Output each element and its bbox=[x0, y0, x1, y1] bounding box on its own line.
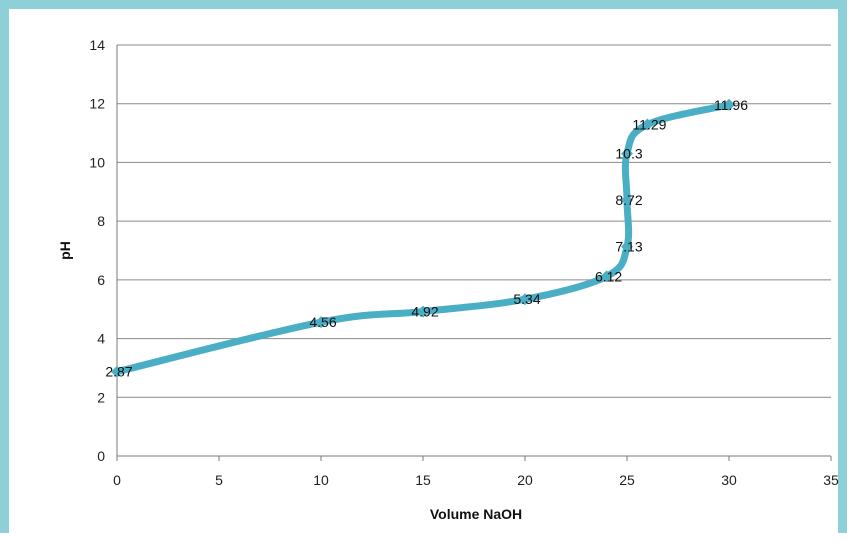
y-tick-label: 10 bbox=[89, 154, 105, 170]
data-label: 10.3 bbox=[615, 146, 642, 162]
chart: 0 2 4 6 8 10 12 14 0 5 10 15 20 25 30 35 2.87 4.56 4.92 5.… bbox=[57, 37, 839, 522]
data-point-marker bbox=[621, 194, 633, 207]
x-tick-label: 25 bbox=[619, 472, 635, 488]
data-label: 6.12 bbox=[595, 268, 622, 284]
data-label: 4.56 bbox=[309, 314, 336, 330]
data-label: 4.92 bbox=[411, 304, 438, 320]
data-point-marker bbox=[621, 240, 633, 253]
data-label: 11.29 bbox=[632, 117, 666, 133]
x-axis-label: Volume NaOH bbox=[430, 506, 522, 522]
x-tick-label: 0 bbox=[113, 472, 121, 488]
y-tick-label: 12 bbox=[89, 96, 105, 112]
data-labels: 2.87 4.56 4.92 5.34 6.12 7.13 8.72 10.3 11.29 11.… bbox=[105, 97, 748, 380]
data-label: 7.13 bbox=[615, 239, 642, 255]
y-tick-label: 6 bbox=[97, 272, 105, 288]
y-tick-label: 4 bbox=[97, 331, 105, 347]
data-label: 11.96 bbox=[714, 97, 748, 113]
y-tick-label: 0 bbox=[97, 448, 105, 464]
data-point-marker bbox=[621, 147, 633, 160]
y-axis-label: pH bbox=[57, 241, 73, 260]
data-point-marker bbox=[723, 98, 735, 111]
y-tick-label: 14 bbox=[89, 37, 105, 53]
x-tick-label: 15 bbox=[415, 472, 431, 488]
tick-labels: 0 2 4 6 8 10 12 14 0 5 10 15 20 25 30 35 bbox=[89, 37, 839, 488]
y-tick-label: 2 bbox=[97, 389, 105, 405]
data-point-marker bbox=[417, 305, 429, 318]
data-point-marker bbox=[519, 293, 531, 306]
data-label: 8.72 bbox=[615, 192, 642, 208]
data-point-marker bbox=[641, 118, 654, 131]
data-point-marker bbox=[315, 316, 327, 329]
x-tick-label: 35 bbox=[823, 472, 839, 488]
axes bbox=[116, 45, 832, 461]
data-point-marker bbox=[600, 270, 613, 283]
y-tick-label: 8 bbox=[97, 213, 105, 229]
data-point-marker bbox=[111, 365, 123, 378]
x-tick-label: 20 bbox=[517, 472, 533, 488]
x-tick-label: 10 bbox=[313, 472, 329, 488]
x-tick-label: 30 bbox=[721, 472, 737, 488]
x-tick-label: 5 bbox=[215, 472, 223, 488]
data-label: 2.87 bbox=[105, 364, 132, 380]
data-label: 5.34 bbox=[513, 291, 540, 307]
series-layer bbox=[111, 98, 735, 378]
